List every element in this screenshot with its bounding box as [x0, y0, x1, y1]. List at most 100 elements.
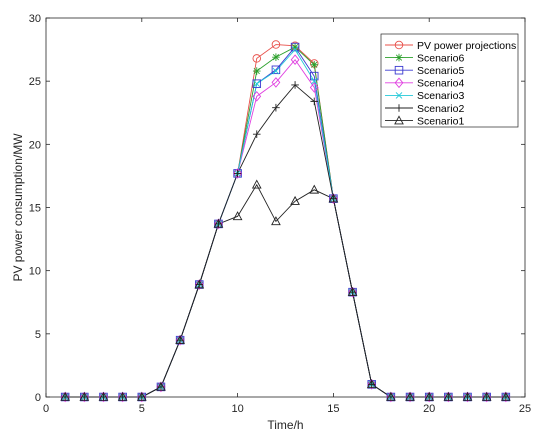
legend-box: [380, 33, 519, 128]
data-point-diamond: [405, 391, 415, 403]
data-point-diamond: [424, 391, 434, 403]
data-point-square: [271, 65, 281, 75]
data-point-diamond: [233, 168, 242, 179]
data-point-star: [272, 53, 280, 61]
data-point-triangle: [98, 391, 109, 401]
data-point-diamond: [60, 391, 70, 403]
data-point-plus: [233, 169, 242, 178]
x-tick-label: 5: [139, 403, 145, 415]
data-point-square: [252, 79, 262, 88]
x-axis-label: Time/h: [267, 418, 303, 432]
axis-ticks: 0 5 10 15 20 25 0 5 10 15 20 25 30: [29, 13, 531, 415]
legend: PV power projectionsScenario6Scenario5Sc…: [380, 33, 519, 128]
data-point-square: [309, 71, 319, 81]
x-tick-label: 10: [231, 403, 243, 415]
data-point-x: [253, 80, 261, 88]
data-point-triangle: [386, 391, 396, 401]
data-point-diamond: [290, 54, 300, 65]
data-point-star: [291, 43, 299, 51]
data-point-star: [310, 60, 319, 69]
data-point-diamond: [252, 91, 262, 102]
data-point-triangle: [60, 391, 71, 401]
data-point-triangle: [175, 334, 185, 344]
data-point-diamond: [463, 391, 472, 403]
data-point-plus: [272, 103, 280, 112]
data-point-plus: [291, 81, 299, 89]
y-axis-label: PV power consumption/MW: [11, 133, 25, 282]
legend-marker-diamond: [394, 77, 404, 89]
data-point-triangle: [213, 218, 224, 228]
data-point-triangle: [194, 279, 205, 289]
x-tick-label: 25: [519, 403, 531, 415]
data-point-diamond: [137, 391, 147, 403]
y-tick-label: 30: [29, 13, 41, 25]
data-point-circle: [252, 54, 262, 63]
data-point-star: [252, 67, 261, 75]
y-tick-label: 20: [29, 139, 41, 151]
data-point-diamond: [348, 286, 357, 298]
x-tick-label: 20: [423, 403, 435, 415]
y-tick-label: 15: [29, 203, 41, 215]
data-point-diamond: [271, 77, 281, 88]
legend-label: Scenario6: [417, 52, 464, 64]
data-point-diamond: [386, 391, 396, 403]
y-tick-label: 10: [29, 266, 41, 278]
data-point-triangle: [251, 179, 262, 189]
data-point-triangle: [232, 211, 243, 221]
data-point-diamond: [367, 379, 377, 390]
data-point-triangle: [117, 391, 128, 401]
data-point-triangle: [481, 391, 492, 401]
data-point-diamond: [99, 391, 108, 403]
series-markers: [60, 40, 511, 403]
data-point-triangle: [136, 391, 147, 401]
data-point-square: [290, 42, 300, 52]
y-tick-label: 0: [35, 392, 41, 404]
data-point-circle: [271, 40, 281, 49]
data-point-triangle: [347, 286, 358, 296]
legend-label: Scenario4: [417, 78, 464, 90]
data-point-triangle: [500, 391, 511, 401]
y-tick-label: 25: [29, 76, 41, 88]
data-point-diamond: [501, 391, 511, 403]
data-point-diamond: [118, 391, 128, 403]
data-point-triangle: [290, 195, 300, 205]
legend-label: Scenario1: [417, 115, 464, 127]
legend-label: PV power projections: [417, 40, 516, 52]
data-point-x: [272, 67, 280, 75]
legend-marker-x: [395, 92, 403, 99]
data-point-diamond: [482, 391, 492, 403]
legend-marker-plus: [395, 104, 403, 112]
data-point-triangle: [424, 391, 435, 401]
data-point-x: [291, 46, 299, 53]
legend-label: Scenario2: [417, 103, 464, 115]
data-point-diamond: [79, 391, 89, 403]
data-point-triangle: [309, 184, 320, 194]
data-point-triangle: [328, 193, 339, 203]
data-point-diamond: [329, 193, 338, 204]
y-tick-label: 5: [35, 329, 41, 341]
data-point-plus: [252, 130, 261, 139]
x-tick-label: 15: [327, 403, 339, 415]
data-point-triangle: [405, 391, 415, 401]
legend-marker-square: [394, 65, 404, 75]
data-point-diamond: [156, 381, 166, 393]
legend-marker-triangle: [394, 115, 404, 125]
data-point-triangle: [156, 381, 166, 391]
legend-label: Scenario3: [417, 90, 464, 102]
data-point-triangle: [366, 379, 377, 389]
data-point-plus: [310, 97, 319, 106]
data-point-diamond: [194, 279, 204, 290]
data-point-x: [310, 77, 318, 85]
legend-label: Scenario5: [417, 65, 464, 77]
legend-marker-circle: [394, 40, 404, 50]
data-point-triangle: [79, 391, 90, 401]
data-point-diamond: [214, 218, 223, 230]
data-point-triangle: [462, 391, 473, 401]
x-tick-label: 0: [43, 403, 49, 415]
legend-marker-star: [395, 53, 403, 62]
data-point-diamond: [309, 82, 319, 93]
data-point-diamond: [175, 334, 185, 346]
data-point-diamond: [443, 391, 453, 403]
data-point-triangle: [271, 216, 281, 226]
